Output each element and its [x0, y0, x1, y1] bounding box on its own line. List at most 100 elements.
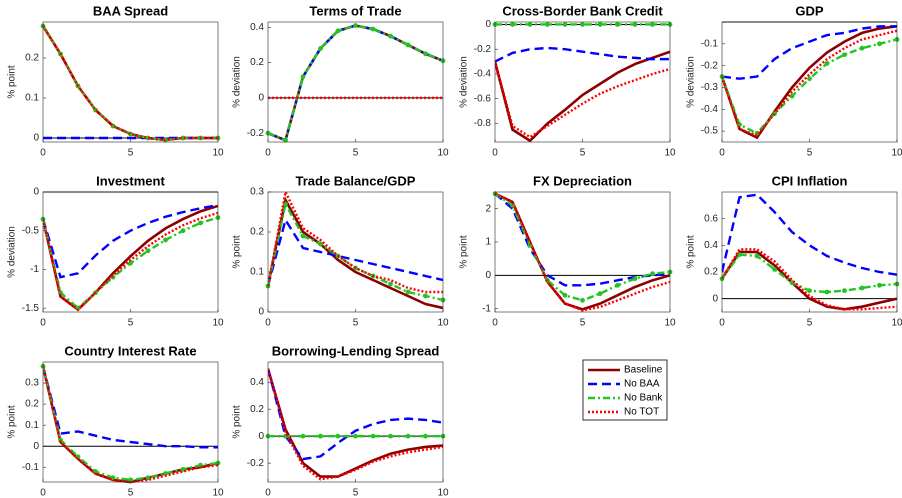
- series-line: [722, 248, 897, 311]
- series-line: [722, 250, 897, 311]
- chart-title: Trade Balance/GDP: [296, 173, 416, 188]
- series-marker: [650, 22, 655, 27]
- x-tick-label: 10: [212, 488, 224, 498]
- series-line: [43, 211, 218, 312]
- axes-frame: [494, 21, 671, 143]
- chart-title: Borrowing-Lending Spread: [272, 343, 440, 358]
- series-line: [495, 46, 670, 63]
- series-marker: [335, 433, 341, 439]
- series-marker: [754, 253, 760, 259]
- plot-area: [268, 22, 443, 142]
- axes-frame: [267, 191, 444, 313]
- series-marker: [615, 22, 620, 27]
- series-line: [268, 368, 443, 461]
- axes-frame: [267, 361, 444, 483]
- series-marker: [632, 276, 638, 282]
- chart-title: GDP: [795, 3, 824, 18]
- x-tick-label: 0: [265, 318, 271, 329]
- series-marker: [318, 433, 323, 439]
- x-tick-label: 10: [437, 148, 449, 159]
- series-marker: [737, 252, 742, 258]
- y-tick-label: 0.4: [704, 240, 718, 251]
- series-marker: [877, 282, 882, 288]
- series-line: [722, 25, 897, 80]
- series-marker: [807, 76, 812, 82]
- axes-frame: [42, 21, 219, 143]
- y-axis-label: % deviation: [232, 56, 243, 108]
- plot-area: [722, 22, 897, 142]
- x-tick-label: 0: [492, 148, 498, 159]
- x-tick-label: 0: [492, 318, 498, 329]
- axes-frame: [42, 361, 219, 483]
- series-marker: [405, 433, 411, 439]
- y-axis-label: % point: [232, 235, 243, 269]
- y-axis-label: % deviation: [7, 226, 18, 278]
- y-tick-label: 0.4: [250, 377, 264, 388]
- series-marker: [145, 248, 151, 254]
- y-tick-label: 0: [258, 93, 264, 104]
- axes-frame: [42, 191, 219, 313]
- series-marker: [318, 241, 323, 247]
- series-marker: [423, 51, 428, 57]
- series-line: [43, 365, 218, 482]
- series-line: [268, 217, 443, 287]
- legend-label: No Bank: [624, 393, 663, 404]
- series-marker: [824, 61, 830, 66]
- legend-label: No TOT: [624, 407, 659, 418]
- x-tick-label: 5: [807, 318, 813, 329]
- plot-area: [43, 192, 218, 312]
- y-tick-label: 0.2: [704, 267, 718, 278]
- y-axis-label: % point: [686, 235, 697, 269]
- series-marker: [128, 477, 133, 483]
- y-axis-label: % point: [7, 405, 18, 439]
- x-tick-label: 0: [40, 318, 46, 329]
- series-marker: [615, 282, 620, 288]
- y-tick-label: 0.2: [25, 53, 39, 64]
- y-tick-label: -0.2: [474, 44, 492, 55]
- series-marker: [580, 297, 585, 303]
- series-marker: [388, 33, 393, 39]
- y-tick-label: -0.2: [247, 128, 265, 139]
- series-marker: [842, 288, 847, 294]
- series-marker: [370, 26, 376, 32]
- y-tick-label: 2: [485, 203, 491, 214]
- y-tick-label: -0.5: [22, 225, 40, 236]
- y-tick-label: 0.3: [250, 187, 264, 198]
- x-tick-label: 0: [265, 488, 271, 498]
- x-tick-label: 10: [891, 318, 902, 329]
- y-axis-label: % point: [459, 235, 470, 269]
- series-marker: [545, 22, 550, 27]
- y-tick-label: 0: [258, 431, 264, 442]
- y-tick-label: 0: [33, 187, 39, 198]
- series-marker: [300, 433, 306, 439]
- series-marker: [405, 289, 411, 295]
- series-marker: [388, 281, 393, 287]
- series-marker: [789, 93, 795, 99]
- series-line: [722, 193, 897, 276]
- x-tick-label: 0: [719, 148, 725, 159]
- y-tick-label: -0.6: [474, 93, 492, 104]
- x-tick-label: 5: [353, 148, 359, 159]
- series-marker: [180, 228, 186, 234]
- y-tick-label: -0.5: [701, 126, 719, 137]
- chart-title: FX Depreciation: [533, 173, 632, 188]
- legend-label: No BAA: [624, 379, 660, 390]
- series-marker: [859, 45, 865, 51]
- y-tick-label: -1: [30, 264, 39, 275]
- series-marker: [405, 42, 411, 48]
- series-marker: [163, 237, 168, 243]
- series-marker: [283, 137, 288, 143]
- plot-area: [495, 22, 670, 142]
- x-tick-label: 5: [128, 148, 134, 159]
- y-tick-label: -0.1: [701, 38, 719, 49]
- series-marker: [423, 433, 428, 439]
- series-line: [43, 25, 218, 142]
- y-axis-label: % point: [7, 65, 18, 99]
- series-marker: [423, 293, 428, 299]
- y-tick-label: 0.2: [250, 57, 264, 68]
- y-tick-label: -0.2: [701, 60, 719, 71]
- y-tick-label: 0: [33, 133, 39, 144]
- y-tick-label: 0.6: [704, 213, 718, 224]
- x-tick-label: 5: [128, 488, 134, 498]
